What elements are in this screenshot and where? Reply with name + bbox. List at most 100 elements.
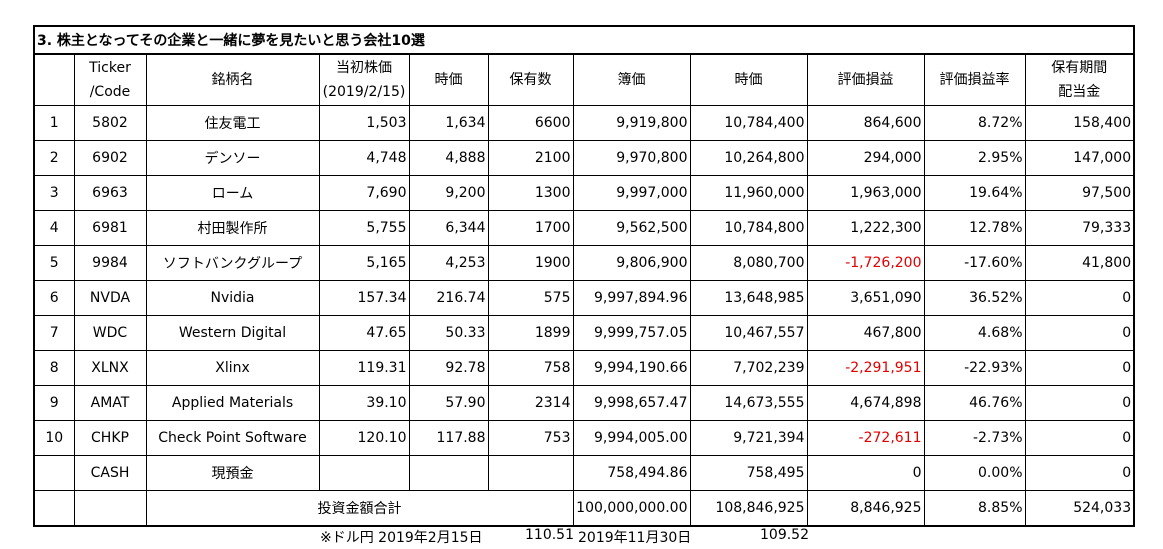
cell: 50.33 [408,315,489,351]
header-text: 時価 [434,72,463,88]
data-row: 8 XLNX Xlinx 119.31 92.78 758 9,994,190.66 7,70… [33,350,1135,386]
cell: 8.72% [923,105,1026,141]
cell: 9,562,500 [572,210,691,246]
cell: デンソー [145,140,320,176]
cell: 0 [806,455,925,491]
cell: 4 [33,210,75,246]
cell [487,455,574,491]
cell: 36.52% [923,280,1026,316]
cell: WDC [73,315,147,351]
cell: 1899 [487,315,574,351]
cell: 6963 [73,175,147,211]
cell: 9,994,005.00 [572,420,691,456]
cell: 108,846,925 [689,490,808,527]
cell: -272,611 [806,420,925,456]
cell: 8.85% [923,490,1026,527]
data-row: 1 5802 住友電工 1,503 1,634 6600 9,919,800 10,784,4… [33,105,1135,141]
cell: 9,970,800 [572,140,691,176]
cell: 47.65 [318,315,410,351]
header-text: /Code [89,84,131,100]
cell: 4,888 [408,140,489,176]
cell: -2.73% [923,420,1026,456]
cell: 97,500 [1024,175,1135,211]
data-row: 5 9984 ソフトバンクグループ 5,165 4,253 1900 9,806,900 8,… [33,245,1135,281]
cell: Xlinx [145,350,320,386]
cell: 2 [33,140,75,176]
header-text: 評価損益 [837,72,894,88]
cell: 6981 [73,210,147,246]
header-cell: 銘柄名 [145,53,320,106]
cell: 0 [1024,280,1135,316]
cell: Check Point Software [145,420,320,456]
header-text: 銘柄名 [211,72,254,88]
cell: 10,467,557 [689,315,808,351]
cell: 2.95% [923,140,1026,176]
cell [33,455,75,491]
cell: 467,800 [806,315,925,351]
cell: 0 [1024,420,1135,456]
cell: 117.88 [408,420,489,456]
cell: 2100 [487,140,574,176]
cell: 1700 [487,210,574,246]
portfolio-table: 3. 株主となってその企業と一緒に夢を見たいと思う会社10選 Ticker/Co… [33,25,1136,527]
cell: 120.10 [318,420,410,456]
header-cell: 時価 [689,53,808,106]
cell: 10 [33,420,75,456]
cell: 9,997,000 [572,175,691,211]
cell [33,490,75,527]
data-row: 9 AMAT Applied Materials 39.10 57.90 2314 9,99… [33,385,1135,421]
cell: 8,846,925 [806,490,925,527]
cell: 0 [1024,315,1135,351]
cell: 13,648,985 [689,280,808,316]
header-cell [33,53,75,106]
cell: 294,000 [806,140,925,176]
footnote: ※ドル円 2019年2月15日 [320,530,483,546]
cell: 147,000 [1024,140,1135,176]
cell: 5 [33,245,75,281]
cell: 5,755 [318,210,410,246]
cell: 2314 [487,385,574,421]
cell: 10,784,800 [689,210,808,246]
header-text: 簿価 [617,72,646,88]
cell [318,455,410,491]
cell: 8 [33,350,75,386]
cell: 758,495 [689,455,808,491]
cell: 現預金 [145,455,320,491]
header-text: (2019/2/15) [322,84,406,100]
cell: -22.93% [923,350,1026,386]
data-row: 4 6981 村田製作所 5,755 6,344 1700 9,562,500 10,784,… [33,210,1135,246]
cell: 5802 [73,105,147,141]
cell: 0 [1024,385,1135,421]
table-title: 3. 株主となってその企業と一緒に夢を見たいと思う会社10選 [33,25,1135,55]
footnote-rate: 110.51 [525,527,574,543]
header-text: 配当金 [1058,84,1101,100]
header-text: 時価 [734,72,763,88]
cell: 9,919,800 [572,105,691,141]
data-row: 10 CHKP Check Point Software 120.10 117.88 75… [33,420,1135,456]
cell: 39.10 [318,385,410,421]
cell: Western Digital [145,315,320,351]
header-cell: 評価損益率 [923,53,1026,106]
cell: 9 [33,385,75,421]
cell: 46.76% [923,385,1026,421]
cell: 158,400 [1024,105,1135,141]
cell: 6902 [73,140,147,176]
cell: 8,080,700 [689,245,808,281]
header-cell: Ticker/Code [73,53,147,106]
cell: 157.34 [318,280,410,316]
cell: -2,291,951 [806,350,925,386]
cell: 3 [33,175,75,211]
cell: ソフトバンクグループ [145,245,320,281]
cell: 9984 [73,245,147,281]
cell: 5,165 [318,245,410,281]
header-cell: 保有期間 配当金 [1024,53,1135,106]
header-cell: 評価損益 [806,53,925,106]
cell: 1,634 [408,105,489,141]
cell: 10,264,800 [689,140,808,176]
header-cell: 当初株価 (2019/2/15) [318,53,410,106]
cell: -17.60% [923,245,1026,281]
cell: 9,999,757.05 [572,315,691,351]
cell: 10,784,400 [689,105,808,141]
cell: 79,333 [1024,210,1135,246]
